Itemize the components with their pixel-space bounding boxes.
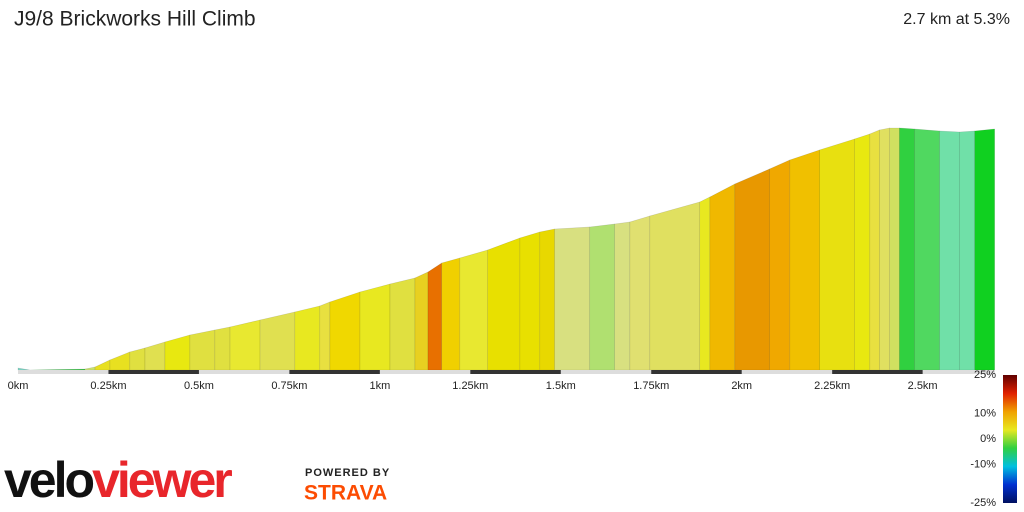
gradient-segment: [294, 305, 321, 371]
x-tick-label: 2km: [731, 380, 752, 392]
strip-band: [832, 370, 923, 374]
colorbar-label: -25%: [970, 497, 996, 509]
gradient-segment: [414, 271, 429, 371]
gradient-segment: [259, 311, 296, 371]
strava: STRAVA: [304, 482, 387, 505]
gradient-segment: [29, 368, 86, 371]
strip-band: [651, 370, 742, 374]
gradient-segment: [109, 351, 131, 371]
gradient-segment: [649, 201, 701, 371]
gradient-segment: [939, 130, 960, 371]
gradient-segment: [959, 130, 976, 371]
x-tick-label: 1.75km: [633, 380, 669, 392]
gradient-segment: [17, 367, 30, 371]
x-tick-label: 1km: [369, 380, 390, 392]
gradient-segment: [769, 159, 791, 371]
strip-band: [289, 370, 380, 374]
gradient-segment: [319, 301, 331, 371]
x-tick-label: 2.25km: [814, 380, 850, 392]
gradient-segment: [899, 127, 915, 371]
gradient-segment: [629, 215, 651, 371]
gradient-segment: [164, 334, 191, 371]
gradient-segment: [889, 127, 900, 371]
gradient-segment: [487, 237, 521, 371]
gradient-segment: [94, 359, 111, 371]
gradient-segment: [789, 149, 820, 371]
x-tick-label: 1.5km: [546, 380, 576, 392]
gradient-segment: [539, 228, 555, 371]
x-tick-label: 0.5km: [184, 380, 214, 392]
strip-band: [108, 370, 199, 374]
colorbar-label: 25%: [974, 369, 996, 381]
colorbar-label: 10%: [974, 407, 996, 419]
gradient-segment: [879, 127, 891, 371]
colorbar: [1003, 375, 1017, 503]
gradient-segment: [359, 283, 391, 371]
powered-by: POWERED BY: [305, 467, 390, 479]
gradient-segment: [459, 249, 488, 371]
gradient-segment: [214, 326, 231, 371]
gradient-segment: [709, 183, 736, 371]
gradient-segment: [914, 128, 940, 371]
colorbar-label: -10%: [970, 459, 996, 471]
logo: veloviewer POWERED BY STRAVA: [4, 452, 390, 508]
gradient-segment: [129, 347, 146, 371]
logo-viewer: viewer: [92, 452, 232, 508]
x-tick-label: 0km: [8, 380, 29, 392]
x-tick-label: 0.75km: [271, 380, 307, 392]
gradient-segment: [734, 168, 770, 371]
gradient-segment: [389, 277, 416, 371]
gradient-segment: [519, 231, 541, 371]
x-tick-label: 0.25km: [90, 380, 126, 392]
gradient-segment: [819, 138, 855, 371]
gradient-segment: [329, 291, 361, 371]
gradient-segment: [84, 366, 96, 371]
logo-text: veloviewer: [4, 452, 232, 508]
gradient-segment: [144, 341, 166, 371]
gradient-segment: [441, 257, 461, 371]
x-tick-label: 1.25km: [452, 380, 488, 392]
gradient-segment: [189, 329, 216, 371]
x-tick-label: 2.5km: [908, 380, 938, 392]
chart-subtitle: 2.7 km at 5.3%: [903, 11, 1010, 28]
gradient-segment: [427, 262, 443, 371]
colorbar-label: 0%: [980, 433, 996, 445]
gradient-segment: [974, 128, 995, 371]
gradient-segment: [554, 226, 591, 371]
gradient-segment: [614, 221, 631, 371]
strip-band: [470, 370, 561, 374]
logo-velo: velo: [4, 452, 94, 508]
chart-title: J9/8 Brickworks Hill Climb: [14, 8, 256, 31]
gradient-segment: [699, 196, 711, 371]
gradient-segment: [854, 133, 871, 371]
gradient-segment: [869, 129, 880, 371]
gradient-segment: [589, 223, 615, 371]
gradient-segment: [229, 319, 261, 371]
